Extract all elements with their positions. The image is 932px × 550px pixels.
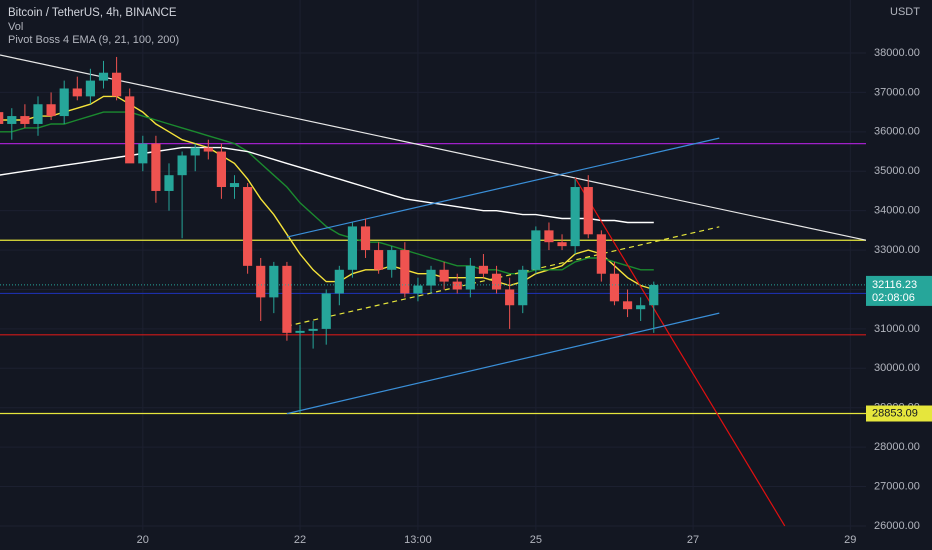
candle-body bbox=[491, 273, 502, 290]
candle-body bbox=[400, 250, 410, 294]
candle-body bbox=[478, 265, 489, 274]
candle-body bbox=[243, 187, 253, 266]
x-tick-label: 13:00 bbox=[404, 534, 432, 546]
y-tick-label: 33000.00 bbox=[874, 244, 920, 256]
chart-title: Bitcoin / TetherUS, 4h, BINANCE bbox=[8, 7, 177, 19]
plot bbox=[0, 0, 867, 530]
price-axis bbox=[866, 0, 932, 550]
candle-body bbox=[33, 104, 43, 124]
level-price-label: 28853.09 bbox=[872, 407, 918, 419]
y-tick-label: 36000.00 bbox=[874, 126, 920, 138]
candle-body bbox=[334, 269, 344, 294]
candle-body bbox=[256, 265, 266, 298]
candle-body bbox=[622, 301, 633, 310]
candle-body bbox=[544, 230, 554, 243]
candle-body bbox=[72, 88, 82, 97]
ema-line bbox=[0, 95, 655, 291]
countdown-label: 02:08:06 bbox=[872, 292, 915, 304]
candle-body bbox=[387, 250, 397, 270]
candle-body bbox=[570, 187, 580, 247]
candle-body bbox=[557, 242, 567, 247]
candle-body bbox=[374, 250, 384, 270]
candle-body bbox=[20, 116, 30, 124]
candle-body bbox=[452, 281, 462, 290]
y-tick-label: 31000.00 bbox=[874, 323, 920, 335]
candle-body bbox=[583, 187, 593, 235]
trend-line bbox=[286, 226, 720, 327]
candle-body bbox=[308, 328, 318, 331]
candle-body bbox=[360, 226, 371, 251]
candle-body bbox=[413, 285, 423, 294]
candle-body bbox=[59, 88, 69, 117]
candle-body bbox=[203, 147, 213, 152]
candle-body bbox=[177, 155, 187, 176]
candle-body bbox=[112, 72, 122, 97]
y-tick-label: 37000.00 bbox=[874, 86, 920, 98]
y-tick-label: 30000.00 bbox=[874, 362, 920, 374]
trend-line bbox=[286, 312, 720, 415]
x-tick-label: 20 bbox=[137, 534, 149, 546]
x-tick-label: 29 bbox=[844, 534, 856, 546]
y-tick-label: 27000.00 bbox=[874, 480, 920, 492]
y-tick-label: 38000.00 bbox=[874, 47, 920, 59]
candle-body bbox=[151, 143, 161, 191]
candle-body bbox=[518, 269, 528, 306]
trend-line bbox=[574, 177, 786, 527]
candle-body bbox=[85, 80, 95, 97]
y-tick-label: 28000.00 bbox=[874, 441, 920, 453]
candle-body bbox=[269, 265, 279, 298]
y-tick-label: 26000.00 bbox=[874, 520, 920, 532]
indicator-label: Pivot Boss 4 EMA (9, 21, 100, 200) bbox=[8, 34, 179, 46]
candle-body bbox=[596, 234, 606, 274]
candle-body bbox=[164, 175, 174, 191]
candle-body bbox=[439, 269, 449, 282]
candle-body bbox=[295, 330, 305, 333]
currency-label: USDT bbox=[890, 6, 920, 18]
level-price-tag bbox=[866, 405, 932, 422]
candle-body bbox=[636, 305, 646, 310]
candle-body bbox=[282, 265, 292, 333]
candle-body bbox=[190, 147, 200, 156]
ema-line bbox=[0, 146, 654, 224]
candle-body bbox=[7, 116, 17, 124]
candle-body bbox=[216, 151, 226, 188]
x-tick-label: 22 bbox=[294, 534, 306, 546]
candle-body bbox=[321, 293, 331, 329]
candle-body bbox=[609, 273, 620, 302]
last-price-label: 32116.23 bbox=[872, 279, 917, 291]
candle-body bbox=[125, 96, 135, 164]
candle-body bbox=[426, 269, 436, 286]
candle-body bbox=[0, 112, 4, 124]
candle-body bbox=[505, 289, 515, 306]
y-tick-label: 35000.00 bbox=[874, 165, 920, 177]
time-axis bbox=[0, 530, 866, 550]
trend-line bbox=[286, 137, 720, 238]
x-tick-label: 25 bbox=[530, 534, 542, 546]
candle-body bbox=[138, 143, 148, 164]
axes: 26000.0027000.0028000.0029000.0030000.00… bbox=[137, 47, 932, 546]
last-price-tag bbox=[866, 275, 932, 306]
ema-line bbox=[0, 111, 654, 275]
y-tick-label: 34000.00 bbox=[874, 205, 920, 217]
candle-body bbox=[46, 104, 56, 117]
candle-body bbox=[465, 265, 475, 290]
candle-body bbox=[229, 183, 240, 188]
candle-body bbox=[531, 230, 541, 270]
candle-body bbox=[98, 72, 109, 81]
x-tick-label: 27 bbox=[687, 534, 699, 546]
trend-line bbox=[0, 54, 867, 241]
candle-body bbox=[649, 284, 659, 306]
candle-body bbox=[347, 226, 358, 270]
volume-label: Vol bbox=[8, 21, 23, 33]
